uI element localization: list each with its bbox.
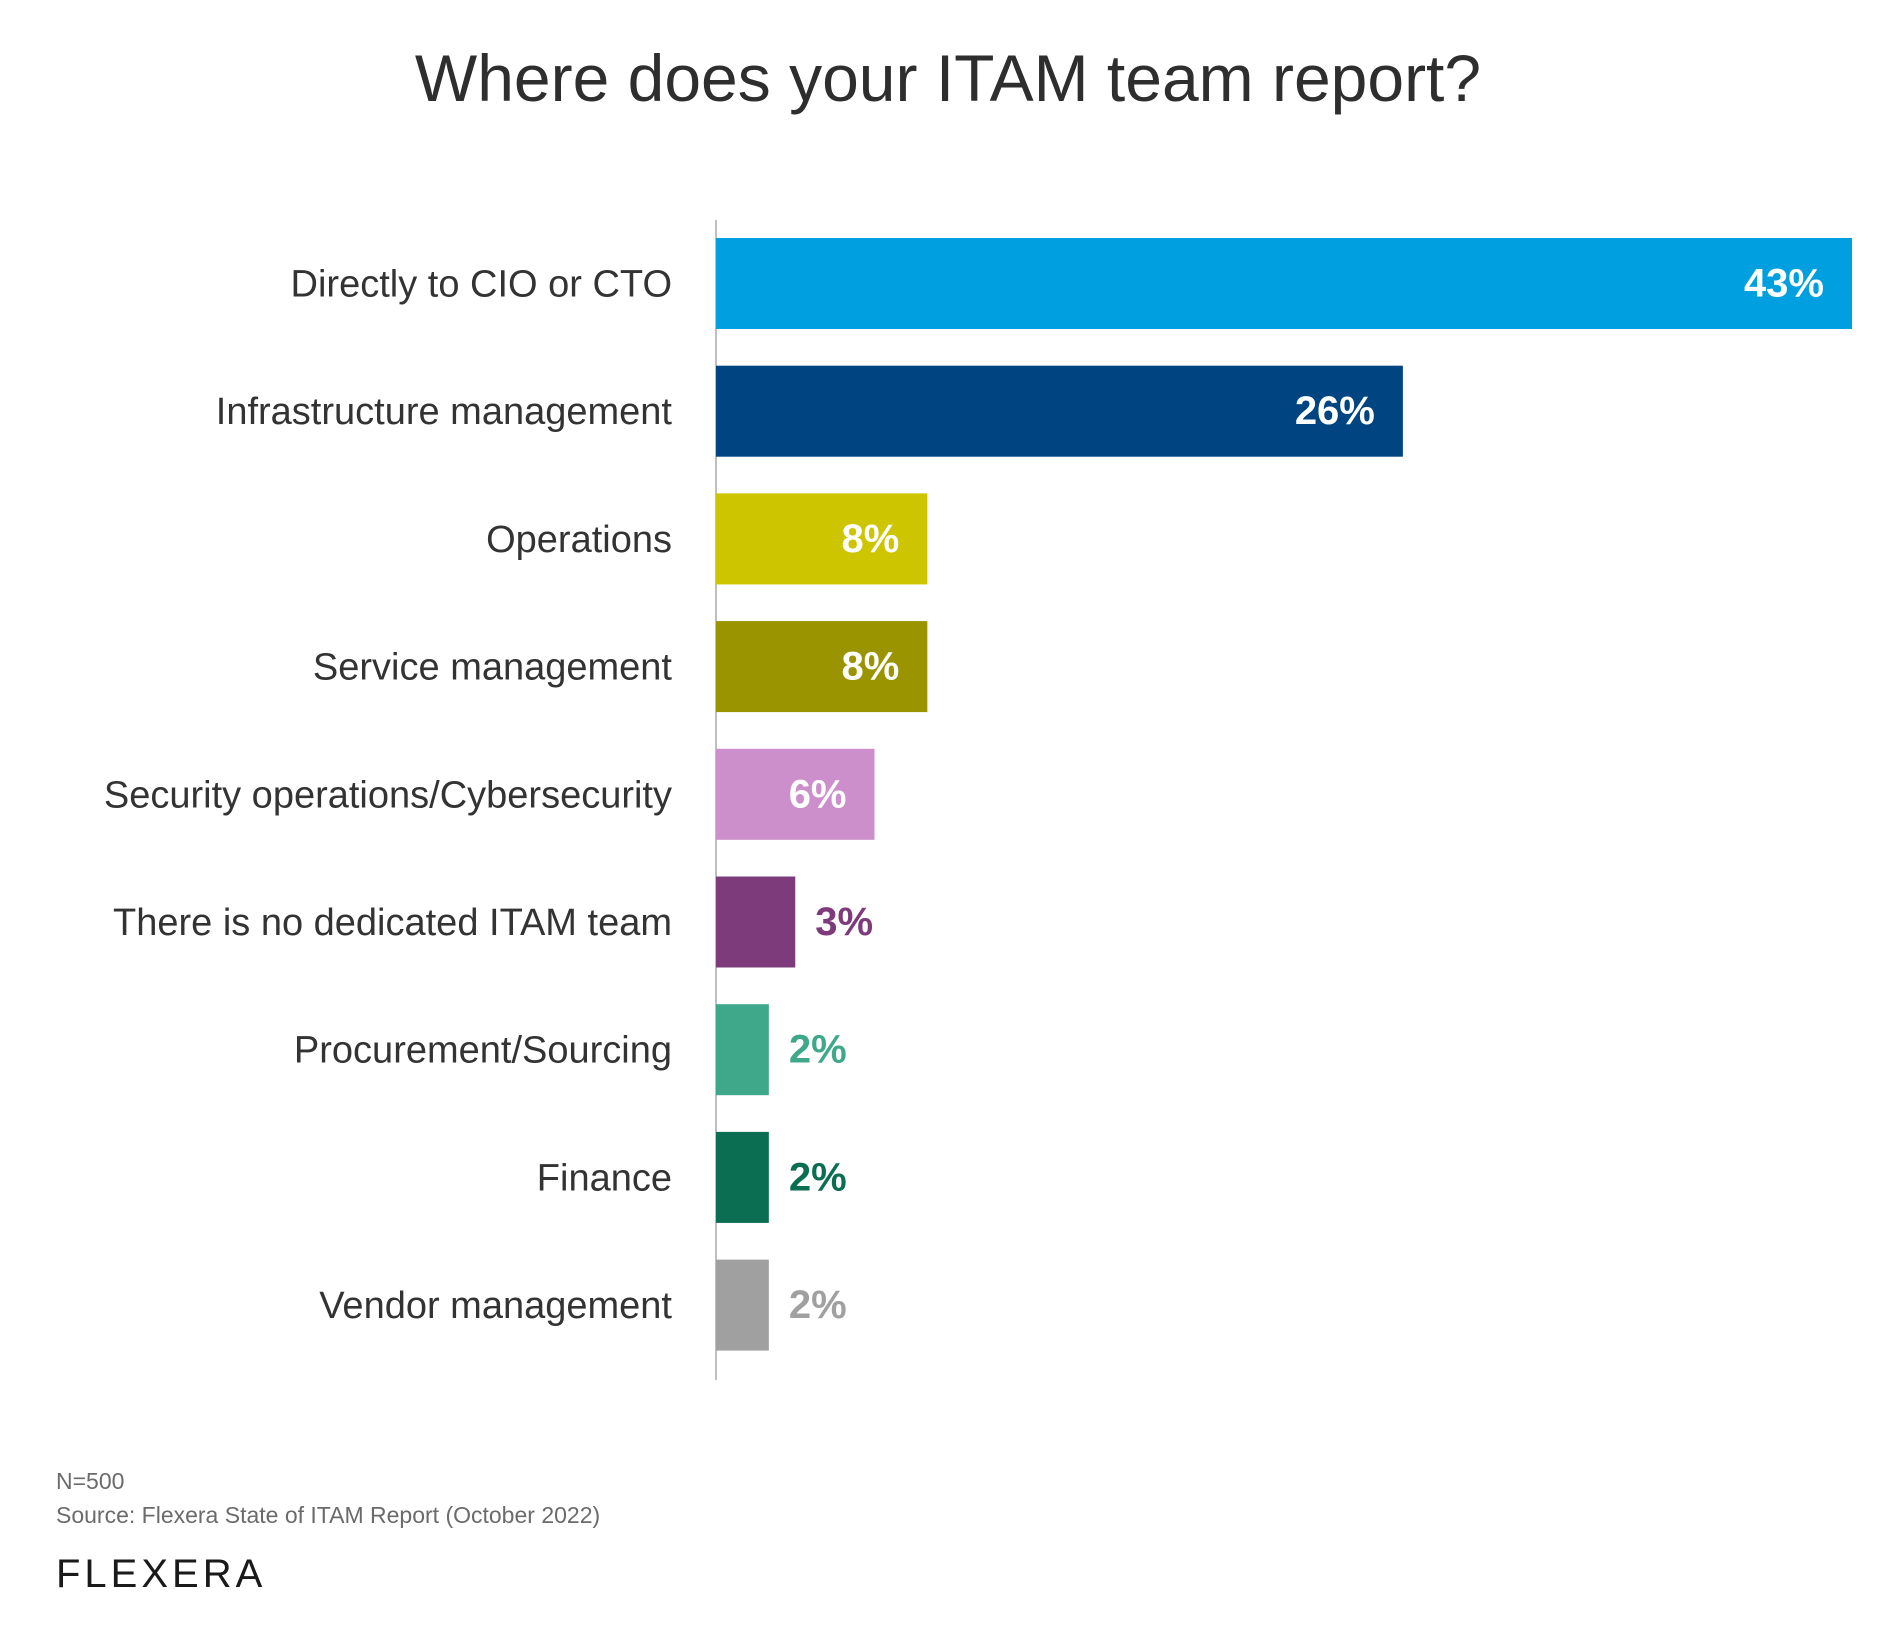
category-label: Security operations/Cybersecurity — [104, 774, 672, 816]
sample-size-note: N=500 — [56, 1468, 125, 1494]
bar-chart: Directly to CIO or CTO 43% Infrastructure … — [104, 220, 1852, 1380]
data-label: 2% — [789, 1283, 847, 1327]
data-label: 6% — [789, 772, 847, 816]
bar — [716, 876, 796, 968]
data-label: 2% — [789, 1028, 847, 1072]
data-label: 2% — [789, 1155, 847, 1199]
category-label: Directly to CIO or CTO — [291, 264, 672, 306]
data-label: 8% — [842, 645, 900, 689]
chart-title: Where does your ITAM team report? — [414, 41, 1482, 115]
source-note: Source: Flexera State of ITAM Report (Oc… — [56, 1502, 601, 1528]
bar — [716, 1004, 769, 1096]
category-label: Infrastructure management — [216, 391, 673, 433]
bar — [716, 621, 928, 713]
data-label: 8% — [842, 517, 900, 561]
bar — [716, 748, 875, 840]
bar — [716, 365, 1403, 457]
bar — [716, 238, 1852, 329]
category-label: Finance — [537, 1157, 672, 1199]
data-label: 3% — [815, 900, 873, 944]
bar — [716, 493, 928, 585]
flexera-logo: FLEXERA — [56, 1552, 267, 1596]
category-label: There is no dedicated ITAM team — [113, 902, 672, 944]
bar — [716, 1131, 769, 1223]
category-label: Operations — [486, 519, 672, 561]
category-label: Vendor management — [319, 1285, 672, 1327]
bar — [716, 1259, 769, 1351]
data-label: 43% — [1744, 262, 1824, 306]
category-label: Procurement/Sourcing — [294, 1030, 672, 1072]
category-label: Service management — [313, 647, 673, 689]
data-label: 26% — [1295, 389, 1375, 433]
